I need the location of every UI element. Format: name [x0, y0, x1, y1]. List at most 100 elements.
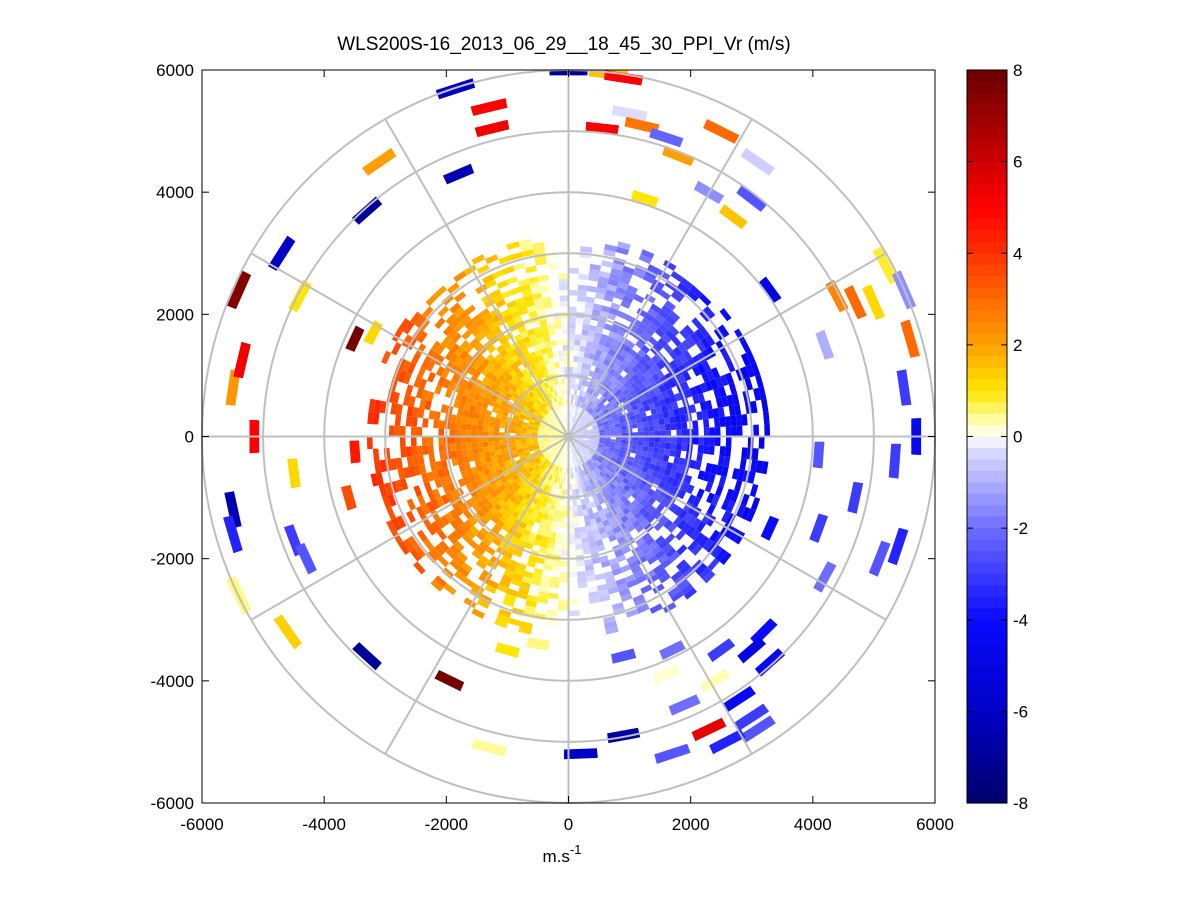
velocity-cell [535, 373, 542, 381]
velocity-cell [554, 439, 561, 443]
velocity-cell [577, 395, 582, 402]
velocity-cell [621, 439, 627, 444]
velocity-cell [636, 555, 648, 565]
velocity-cell [493, 431, 499, 437]
velocity-cell [552, 452, 557, 458]
velocity-cell [566, 451, 568, 457]
velocity-cell [540, 456, 546, 462]
velocity-cell [435, 355, 445, 366]
velocity-cell [675, 443, 682, 451]
velocity-cell [689, 386, 698, 397]
velocity-cell [582, 430, 588, 433]
velocity-cell [543, 358, 550, 365]
velocity-cell [582, 450, 588, 456]
velocity-cell [582, 397, 587, 404]
velocity-cell [659, 488, 669, 498]
sparse-return [750, 618, 778, 646]
velocity-cell [664, 442, 671, 450]
velocity-cell [488, 466, 496, 474]
velocity-cell [664, 300, 676, 311]
velocity-cell [466, 442, 473, 450]
velocity-cell [617, 510, 626, 519]
velocity-cell [577, 432, 583, 435]
velocity-cell [482, 274, 495, 284]
velocity-cell [563, 456, 566, 462]
velocity-cell [577, 433, 583, 436]
velocity-cell [570, 472, 574, 479]
velocity-cell [519, 413, 526, 419]
velocity-cell [544, 427, 550, 431]
velocity-cell [633, 293, 645, 304]
velocity-cell [562, 344, 569, 351]
velocity-cell [494, 422, 501, 428]
velocity-cell [549, 440, 555, 443]
sparse-return [888, 443, 901, 479]
x-tick-label: -4000 [302, 815, 345, 834]
velocity-cell [740, 506, 751, 520]
velocity-cell [720, 374, 729, 387]
velocity-cell [440, 404, 448, 414]
velocity-cell [515, 429, 522, 434]
velocity-cell [617, 281, 629, 290]
velocity-cell [578, 273, 589, 281]
velocity-cell [568, 566, 577, 573]
colorbar-step [967, 539, 1007, 552]
velocity-cell [432, 488, 441, 499]
velocity-cell [620, 336, 630, 346]
velocity-cell [561, 450, 564, 456]
velocity-cell [574, 400, 578, 407]
velocity-cell [447, 533, 458, 545]
velocity-cell [659, 430, 666, 437]
velocity-cell [527, 519, 535, 527]
velocity-cell [492, 524, 502, 533]
velocity-cell [512, 392, 520, 399]
velocity-cell [644, 550, 655, 561]
velocity-cell [547, 405, 552, 412]
velocity-cell [673, 408, 681, 417]
velocity-cell [606, 581, 618, 590]
velocity-cell [563, 411, 566, 417]
velocity-cell [582, 318, 591, 325]
velocity-cell [540, 347, 548, 355]
velocity-cell [646, 451, 654, 458]
velocity-cell [545, 454, 551, 460]
velocity-cell [513, 491, 521, 499]
velocity-cell [618, 276, 631, 285]
velocity-cell [629, 466, 637, 473]
velocity-cell [549, 503, 556, 511]
velocity-cell [575, 395, 579, 401]
velocity-cell [417, 408, 425, 419]
velocity-cell [572, 437, 578, 440]
velocity-cell [619, 449, 626, 455]
velocity-cell [586, 393, 592, 400]
velocity-cell [624, 392, 632, 400]
velocity-cell [747, 471, 756, 484]
velocity-cell [638, 382, 646, 391]
velocity-cell [580, 385, 585, 392]
velocity-cell [416, 529, 428, 543]
velocity-cell [629, 415, 636, 421]
velocity-cell [563, 350, 569, 356]
velocity-cell [521, 399, 528, 406]
velocity-cell [408, 466, 416, 478]
velocity-cell [703, 306, 716, 319]
velocity-cell [535, 492, 542, 500]
velocity-cell [752, 448, 759, 461]
velocity-cell [482, 536, 492, 547]
colorbar-step [967, 677, 1007, 690]
velocity-cell [528, 459, 535, 465]
velocity-cell [692, 365, 702, 377]
velocity-cell [543, 451, 549, 457]
velocity-cell [552, 385, 557, 392]
velocity-cell [455, 450, 463, 458]
velocity-cell [475, 387, 484, 396]
y-tick-label: 0 [185, 428, 194, 447]
velocity-cell [706, 503, 717, 516]
velocity-cell [650, 408, 658, 416]
velocity-cell [588, 484, 594, 491]
velocity-cell [467, 454, 475, 462]
velocity-cell [475, 559, 487, 570]
velocity-cell [604, 426, 610, 430]
colorbar-step [967, 299, 1007, 312]
velocity-cell [568, 610, 580, 617]
